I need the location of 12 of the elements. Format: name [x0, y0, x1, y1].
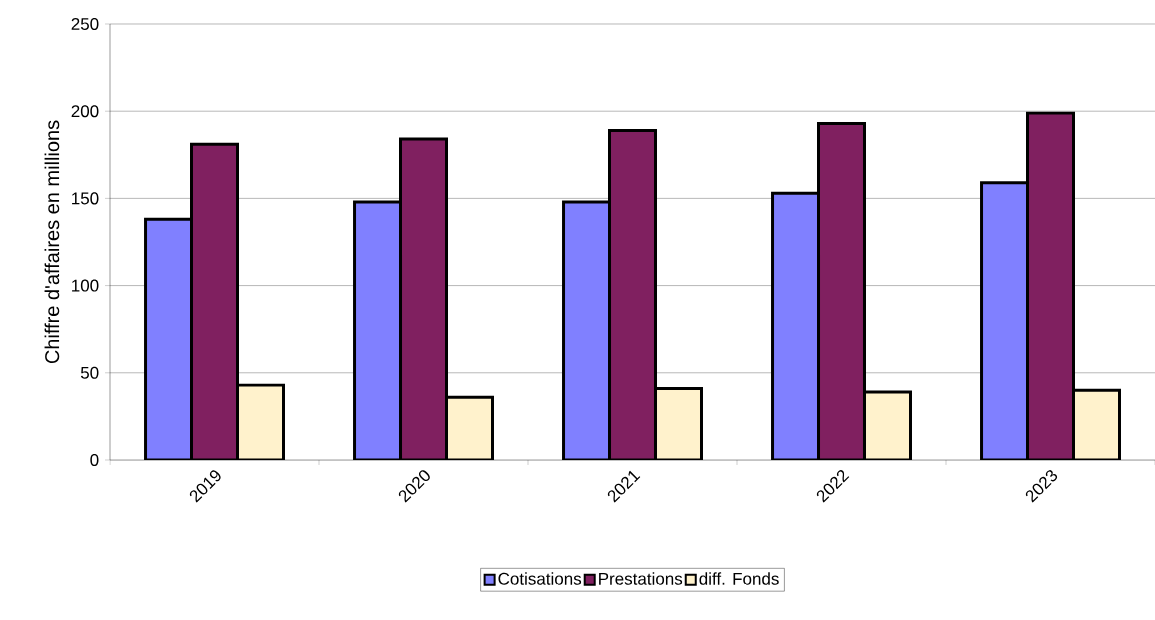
y-tick-label: 50 — [80, 366, 99, 379]
legend-label: Cotisations — [498, 572, 582, 585]
y-tick-label: 150 — [72, 192, 99, 205]
legend-label: diff. Fonds — [699, 572, 779, 585]
legend-label: Prestations — [599, 572, 683, 585]
y-tick-label: 0 — [90, 453, 99, 467]
y-axis-title: Chiffre d'affaires en millions — [44, 120, 60, 364]
y-tick-label: 100 — [72, 279, 99, 292]
bar — [1026, 111, 1075, 460]
bar — [236, 383, 285, 460]
y-tick-label: 250 — [71, 17, 99, 31]
y-tick-label: 200 — [71, 105, 99, 118]
